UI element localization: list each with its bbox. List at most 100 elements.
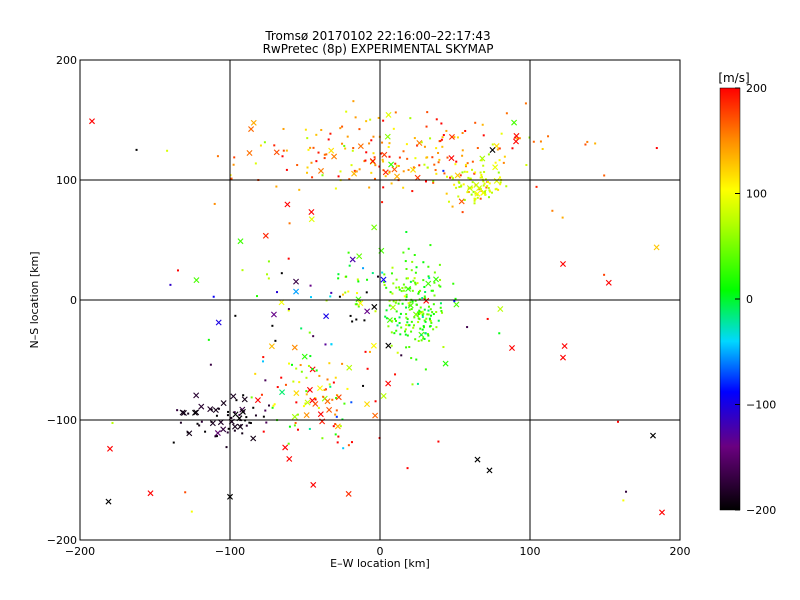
data-point-cross (308, 216, 315, 223)
data-point-dot (476, 147, 479, 150)
data-point-dot (516, 137, 519, 140)
data-point-cross (489, 147, 496, 153)
data-point-dot (232, 163, 235, 166)
data-point-cross (356, 253, 363, 260)
data-point-dot (396, 324, 399, 327)
data-point-dot (292, 380, 295, 383)
data-point-dot (233, 411, 236, 414)
data-point-cross (232, 423, 239, 430)
data-point-dot (240, 424, 243, 427)
data-point-dot (417, 339, 420, 342)
data-point-dot (390, 182, 393, 185)
data-point-dot (172, 441, 175, 444)
data-point-dot (343, 402, 346, 405)
data-point-dot (482, 180, 485, 183)
data-point-dot (374, 310, 377, 313)
x-tick-label: 0 (377, 545, 384, 558)
y-tick-label: 100 (56, 174, 77, 187)
data-point-dot (341, 362, 344, 365)
data-point-dot (406, 318, 409, 321)
data-point-dot (486, 185, 489, 188)
data-point-dot (332, 381, 335, 384)
data-point-dot (486, 317, 489, 320)
data-point-cross (380, 276, 387, 283)
data-point-dot (441, 145, 444, 148)
data-point-cross (442, 360, 449, 367)
data-point-cross (493, 177, 500, 184)
data-point-dot (305, 390, 308, 393)
data-point-dot (471, 168, 474, 171)
data-point-dot (394, 111, 397, 114)
data-point-dot (318, 374, 321, 377)
data-point-dot (415, 266, 418, 269)
data-point-dot (265, 421, 268, 424)
data-point-dot (498, 332, 501, 335)
data-point-dot (397, 286, 400, 289)
data-point-cross (147, 490, 154, 497)
data-point-dot (442, 346, 445, 349)
data-point-dot (429, 244, 432, 247)
data-point-dot (437, 319, 440, 322)
data-point-cross (458, 198, 465, 205)
data-point-cross (318, 167, 324, 174)
data-point-dot (417, 290, 420, 293)
data-point-dot (439, 278, 442, 281)
data-point-dot (347, 444, 350, 447)
data-point-dot (216, 155, 219, 158)
data-point-dot (480, 159, 483, 162)
data-point-dot (420, 141, 423, 144)
data-point-dot (334, 433, 337, 436)
data-point-dot (368, 350, 371, 353)
data-point-dot (432, 328, 435, 331)
data-point-dot (404, 260, 407, 263)
colorbar-tick-label: −100 (746, 399, 776, 412)
data-point-dot (336, 441, 339, 444)
data-point-dot (518, 137, 521, 140)
data-point-dot (385, 317, 388, 320)
data-points (89, 100, 665, 516)
data-point-dot (373, 177, 376, 180)
data-point-dot (427, 334, 430, 337)
data-point-cross (382, 169, 389, 176)
data-point-dot (441, 311, 444, 314)
data-point-dot (305, 393, 308, 396)
x-axis-label: E–W location [km] (330, 557, 430, 570)
data-point-cross (384, 133, 391, 140)
data-point-dot (394, 373, 397, 376)
data-point-dot (262, 430, 265, 433)
data-point-dot (395, 164, 398, 167)
data-point-dot (365, 151, 368, 154)
data-point-dot (390, 331, 393, 334)
data-point-dot (327, 138, 330, 141)
data-point-dot (498, 159, 501, 162)
data-point-dot (417, 317, 420, 320)
data-point-cross (416, 140, 423, 146)
data-point-dot (358, 168, 361, 171)
data-point-cross (303, 412, 310, 419)
data-point-dot (426, 156, 429, 159)
data-point-dot (463, 170, 466, 173)
data-point-dot (409, 280, 412, 283)
data-point-dot (305, 376, 308, 379)
data-point-dot (341, 293, 344, 296)
data-point-dot (616, 420, 619, 423)
data-point-dot (539, 140, 542, 143)
data-point-dot (198, 424, 201, 427)
data-point-dot (535, 185, 538, 188)
data-point-dot (395, 310, 398, 313)
data-point-dot (381, 271, 384, 274)
data-point-dot (488, 182, 491, 185)
data-point-dot (343, 144, 346, 147)
data-point-dot (474, 121, 477, 124)
data-point-dot (437, 161, 440, 164)
data-point-dot (394, 162, 397, 165)
data-point-cross (328, 147, 335, 154)
data-point-dot (337, 175, 340, 178)
data-point-dot (423, 337, 426, 340)
data-point-dot (427, 309, 430, 312)
data-point-dot (430, 321, 433, 324)
data-point-dot (334, 413, 337, 416)
data-point-dot (404, 328, 407, 331)
data-point-dot (184, 491, 187, 494)
data-point-dot (304, 402, 307, 405)
